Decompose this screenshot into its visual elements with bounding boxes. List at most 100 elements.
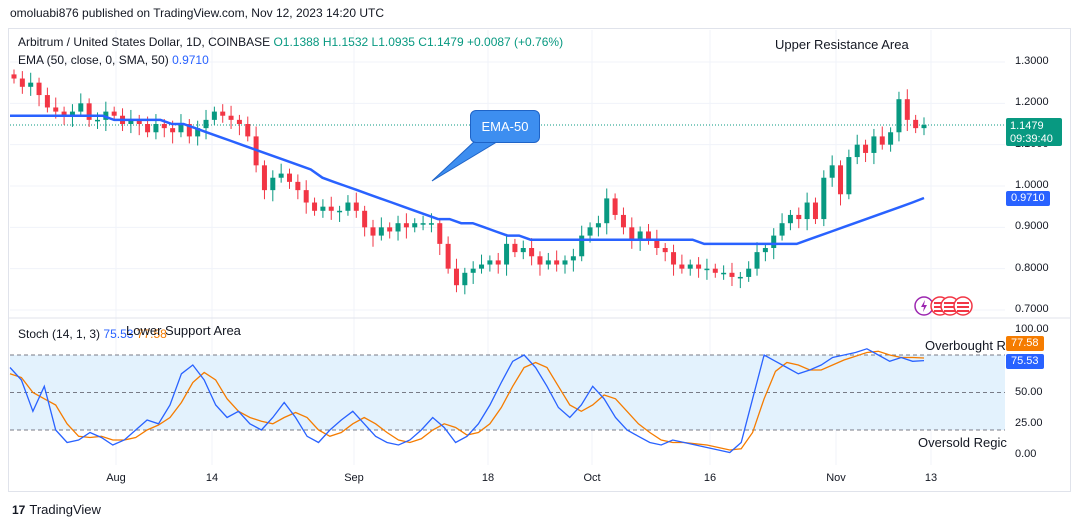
candle: [228, 105, 234, 129]
candle: [203, 109, 209, 140]
candle-body: [69, 111, 75, 116]
stoch-tick-label: 25.00: [1015, 416, 1043, 429]
candle-body: [804, 202, 810, 220]
stoch-legend[interactable]: Stoch (14, 1, 3) 75.53 77.58: [18, 327, 167, 341]
candle: [270, 170, 276, 202]
candle-body: [312, 202, 318, 211]
candle: [328, 196, 334, 220]
candle: [838, 160, 844, 206]
stoch-k-line: [9, 348, 925, 454]
candle-body: [579, 235, 585, 257]
price-tick-label: 1.3000: [1015, 55, 1049, 67]
ema-legend[interactable]: EMA (50, close, 0, SMA, 50) 0.9710: [18, 53, 209, 67]
candle-body: [203, 119, 209, 129]
candle-body: [721, 272, 727, 275]
candle-body: [821, 177, 827, 220]
candle: [671, 244, 677, 276]
candle-body: [762, 248, 768, 253]
candle: [604, 188, 610, 235]
candle: [762, 243, 768, 262]
candle-body: [78, 103, 84, 112]
candle-body: [303, 190, 309, 203]
candle-body: [796, 214, 802, 220]
time-tick-label: 18: [481, 472, 495, 484]
candle: [479, 254, 485, 274]
candle-body: [495, 260, 501, 265]
candle: [36, 77, 42, 107]
candle-body: [44, 95, 50, 108]
candle-body: [86, 103, 92, 120]
candle-body: [395, 223, 401, 232]
candle: [796, 207, 802, 229]
candle: [437, 218, 443, 256]
candle: [821, 170, 827, 227]
candle: [420, 215, 426, 231]
candle-body: [403, 223, 409, 228]
chart-frame[interactable]: [8, 28, 1071, 492]
tradingview-logo[interactable]: 17 TradingView: [12, 502, 101, 517]
candle: [28, 72, 34, 96]
candle-body: [94, 119, 100, 122]
candle: [337, 205, 343, 222]
event-flags[interactable]: [913, 295, 975, 317]
overbought-label: Overbought R: [925, 338, 1006, 353]
lower-support-label: Lower Support Area: [126, 323, 241, 338]
candle-body: [370, 227, 376, 236]
candle-body: [479, 264, 485, 269]
candle-body: [913, 119, 919, 129]
candle: [378, 217, 384, 241]
candle-body: [904, 99, 910, 120]
ohlc-change: +0.0087 (+0.76%): [467, 35, 564, 49]
candle: [537, 251, 543, 276]
candle-body: [387, 227, 393, 232]
candle-body: [195, 128, 201, 137]
candle-body: [161, 124, 167, 129]
candle: [153, 114, 159, 140]
stoch-legend-k: 75.53: [103, 327, 134, 341]
candle: [913, 114, 919, 134]
candle-body: [879, 136, 885, 145]
candle-body: [812, 202, 818, 220]
candle: [888, 127, 894, 152]
candle-body: [320, 206, 326, 211]
candle: [495, 252, 501, 274]
candle-body: [378, 227, 384, 236]
candle-body: [888, 132, 894, 145]
time-tick-label: 13: [924, 472, 938, 484]
candle-body: [896, 99, 902, 133]
candle-body: [228, 115, 234, 120]
candle-body: [645, 231, 651, 240]
countdown-value: 09:39:40: [1010, 133, 1053, 145]
candle: [687, 259, 693, 276]
candle-body: [220, 111, 226, 116]
candle-body: [554, 260, 560, 265]
candle-body: [420, 223, 426, 225]
candle-body: [487, 260, 493, 265]
candle-body: [604, 198, 610, 224]
candle: [754, 242, 760, 276]
candle-body: [261, 165, 267, 191]
symbol-legend[interactable]: Arbitrum / United States Dollar, 1D, COI…: [18, 35, 563, 49]
candle-body: [863, 144, 869, 153]
candle-body: [270, 177, 276, 191]
time-tick-label: 14: [205, 472, 219, 484]
candle: [462, 267, 468, 295]
candle: [487, 255, 493, 272]
time-tick-label: Oct: [583, 472, 601, 484]
candle-body: [136, 119, 142, 124]
candle-body: [11, 74, 17, 79]
candle: [387, 222, 393, 239]
candle-body: [328, 206, 334, 211]
candle-body: [145, 124, 151, 133]
ema-legend-value: 0.9710: [172, 53, 209, 67]
candle-body: [287, 173, 293, 182]
candle-body: [696, 264, 702, 269]
candle: [746, 261, 752, 282]
candle-body: [470, 268, 476, 273]
candle-body: [704, 268, 710, 271]
stoch-band-lines: [10, 354, 1005, 431]
candle: [737, 271, 743, 289]
candle-body: [570, 256, 576, 261]
candle-body: [61, 111, 67, 116]
